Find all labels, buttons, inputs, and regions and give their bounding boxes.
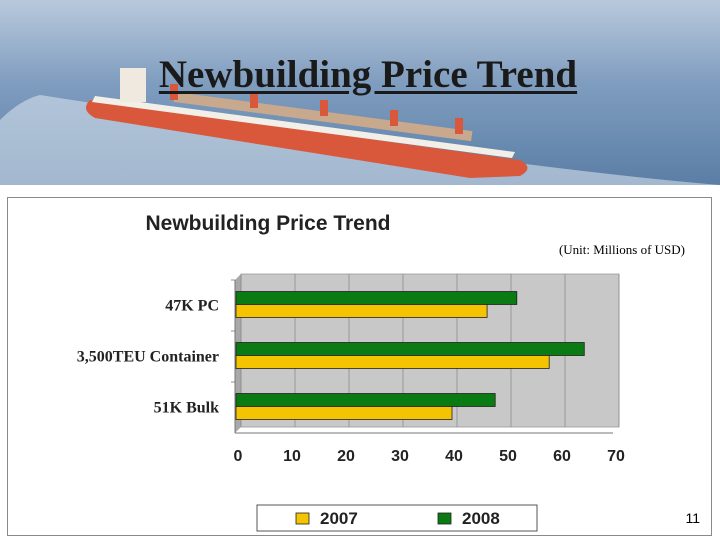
page-number: 11	[685, 510, 700, 526]
legend-swatch-2008	[437, 512, 452, 525]
x-tick-label: 10	[283, 448, 301, 465]
x-tick-label: 60	[553, 448, 571, 465]
slide-title: Newbuilding Price Trend	[158, 53, 578, 96]
legend-label-2007: 2007	[320, 509, 358, 528]
category-label: 51K Bulk	[154, 400, 219, 417]
x-tick-label: 70	[607, 448, 625, 465]
chart-frame: Newbuilding Price Trend (Unit: Millions o…	[7, 197, 712, 536]
unit-note: (Unit: Millions of USD)	[559, 242, 685, 257]
legend-swatch-2007	[295, 512, 310, 525]
category-label: 47K PC	[165, 298, 219, 315]
ship-silhouette	[86, 68, 528, 178]
bar-2008-1	[235, 291, 518, 305]
x-tick-label: 50	[499, 448, 517, 465]
bar-2008-3	[235, 393, 496, 407]
chart-title: Newbuilding Price Trend	[145, 212, 390, 235]
x-tick-label: 0	[234, 448, 243, 465]
bar-2007-3	[235, 406, 453, 420]
bar-chart: Newbuilding Price Trend (Unit: Millions o…	[77, 212, 685, 532]
category-label: 3,500TEU Container	[77, 349, 219, 366]
x-tick-label: 40	[445, 448, 463, 465]
x-tick-label: 20	[337, 448, 355, 465]
bar-2007-1	[235, 304, 488, 318]
ship-deck	[92, 96, 515, 158]
bar-2007-2	[235, 355, 550, 369]
legend-label-2008: 2008	[462, 509, 500, 528]
banner-ship-image	[0, 0, 720, 185]
x-tick-label: 30	[391, 448, 409, 465]
ship-hull	[86, 100, 528, 178]
bar-2008-2	[235, 342, 585, 356]
ship-bridge	[120, 68, 146, 102]
